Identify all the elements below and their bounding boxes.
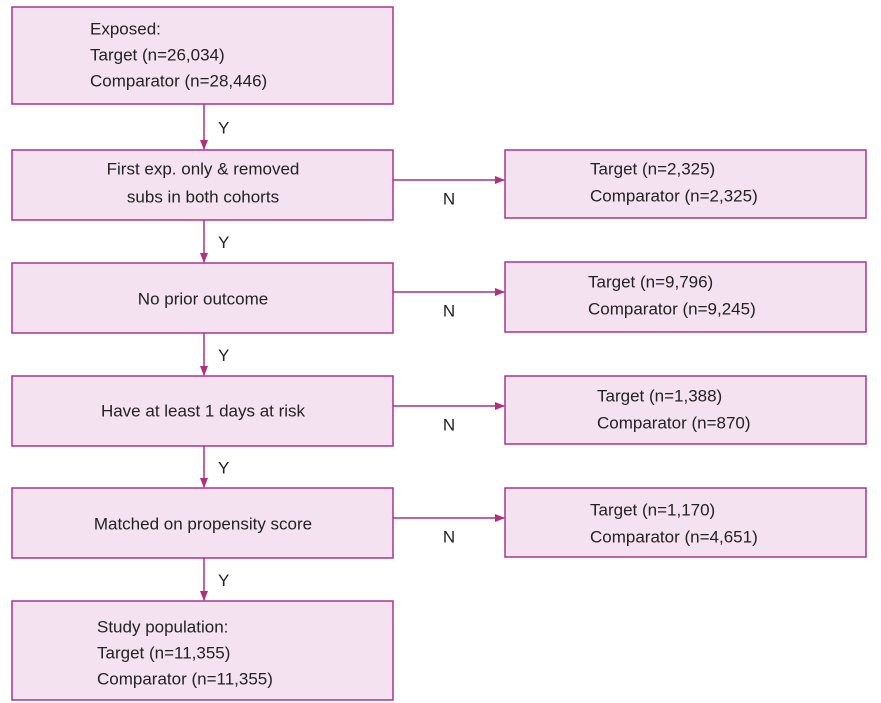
edge-label: N xyxy=(443,189,455,208)
exclusion-text: Comparator (n=870) xyxy=(597,413,751,432)
exclusion-text: Comparator (n=9,245) xyxy=(588,299,756,318)
exclusion-text: Target (n=2,325) xyxy=(590,159,715,178)
step-text: Comparator (n=11,355) xyxy=(97,669,273,688)
exclusion-box xyxy=(504,149,867,219)
step-text: Target (n=26,034) xyxy=(90,45,225,64)
exclusion-text: Target (n=1,170) xyxy=(590,500,715,519)
exclusion-box xyxy=(504,375,867,445)
edge-label: N xyxy=(443,527,455,546)
edge-label: Y xyxy=(218,346,229,365)
step-text: Study population: xyxy=(97,617,228,636)
step-text: Exposed: xyxy=(90,19,161,38)
exclusion-box xyxy=(504,261,867,333)
edge-label: N xyxy=(443,415,455,434)
step-text: No prior outcome xyxy=(138,289,268,308)
step-text: Comparator (n=28,446) xyxy=(90,71,267,90)
edge-label: Y xyxy=(218,571,229,590)
step-text: Have at least 1 days at risk xyxy=(101,401,306,420)
step-text: Target (n=11,355) xyxy=(97,643,230,662)
step-box xyxy=(11,6,394,105)
edge-label: Y xyxy=(218,118,229,137)
step-box xyxy=(11,375,394,447)
exclusion-box xyxy=(504,487,867,558)
step-text: Matched on propensity score xyxy=(94,514,312,533)
edge-label: N xyxy=(443,301,455,320)
step-box xyxy=(11,487,394,559)
exclusion-text: Target (n=9,796) xyxy=(588,272,713,291)
exclusion-text: Target (n=1,388) xyxy=(597,386,722,405)
exclusion-text: Comparator (n=4,651) xyxy=(590,527,758,546)
exclusion-text: Comparator (n=2,325) xyxy=(590,186,758,205)
step-box xyxy=(11,149,394,221)
step-box xyxy=(11,262,394,334)
step-text: subs in both cohorts xyxy=(127,187,279,206)
edge-label: Y xyxy=(218,458,229,477)
step-text: First exp. only & removed xyxy=(107,159,300,178)
edge-label: Y xyxy=(218,233,229,252)
step-box xyxy=(11,600,394,701)
